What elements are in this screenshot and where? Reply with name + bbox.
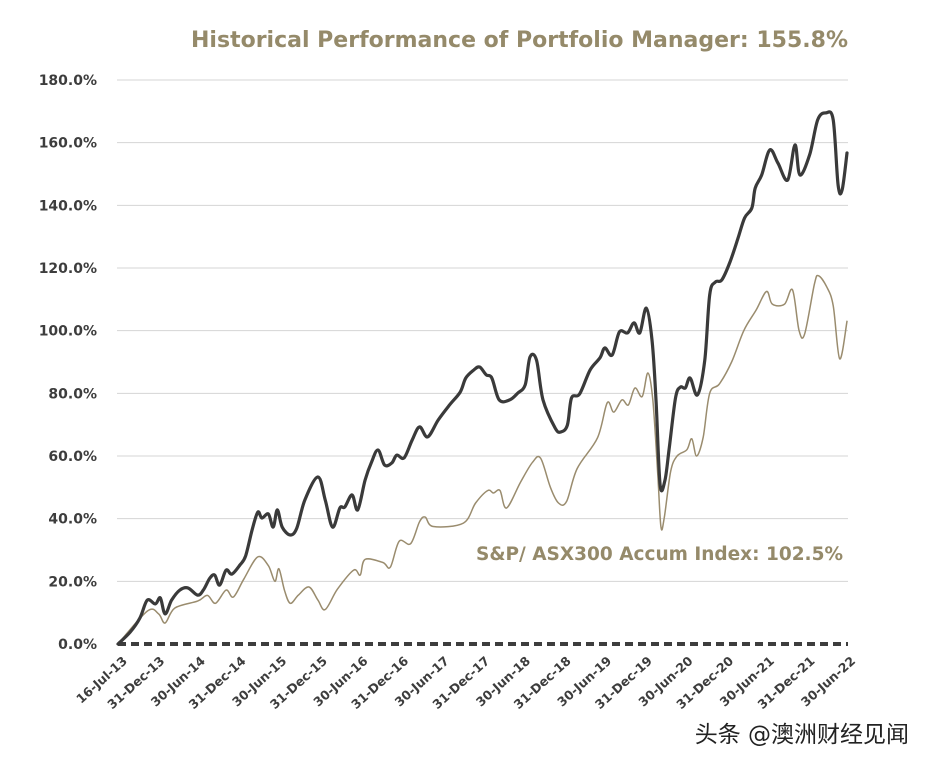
portfolio-manager-line — [116, 110, 849, 646]
y-tick-label: 20.0% — [48, 574, 97, 590]
index-annotation: S&P/ ASX300 Accum Index: 102.5% — [476, 544, 843, 565]
y-tick-label: 100.0% — [39, 324, 97, 340]
y-tick-label: 80.0% — [48, 386, 97, 402]
chart-title: Historical Performance of Portfolio Mana… — [191, 28, 848, 53]
series-lines — [116, 110, 849, 646]
y-tick-label: 0.0% — [58, 637, 97, 653]
x-axis-ticks: 16-Jul-1331-Dec-1330-Jun-1431-Dec-1430-J… — [73, 653, 858, 712]
y-tick-label: 160.0% — [39, 136, 97, 152]
y-tick-label: 40.0% — [48, 512, 97, 528]
y-axis-ticks: 0.0% 20.0% 40.0% 60.0% 80.0% 100.0% 120.0% 140.… — [39, 73, 97, 653]
watermark: 头条 @澳洲财经见闻 — [694, 722, 909, 748]
asx300-index-line — [117, 274, 848, 645]
y-tick-label: 120.0% — [39, 261, 97, 277]
y-tick-label: 60.0% — [48, 449, 97, 465]
y-tick-label: 180.0% — [39, 73, 97, 89]
gridlines — [117, 79, 848, 582]
y-tick-label: 140.0% — [39, 198, 97, 214]
